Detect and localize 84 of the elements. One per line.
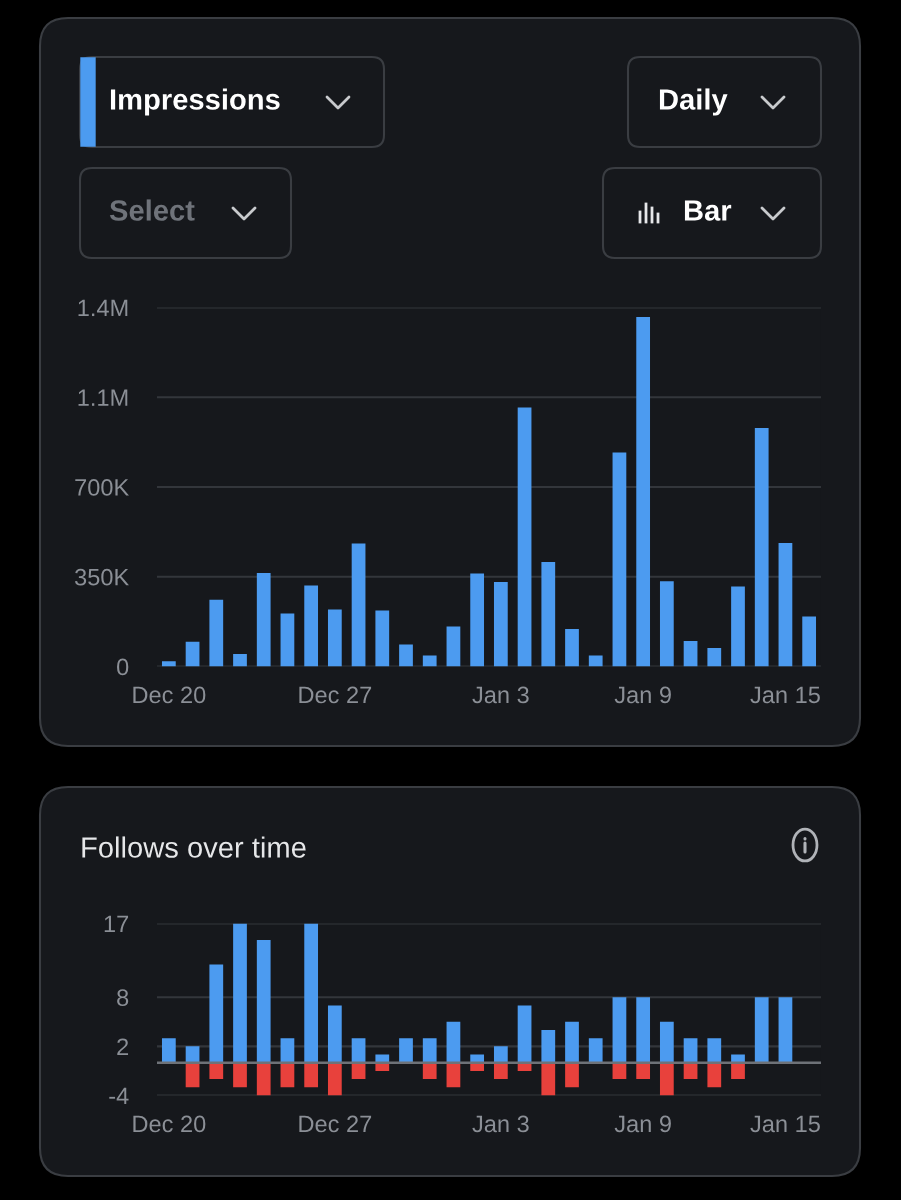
bar	[233, 653, 247, 667]
bar	[304, 1062, 319, 1088]
bar	[683, 641, 698, 667]
bar	[422, 1062, 437, 1080]
bar	[707, 1038, 722, 1063]
bar	[517, 407, 532, 667]
bar	[707, 648, 722, 667]
bar	[731, 1062, 745, 1080]
bar	[707, 1062, 722, 1088]
bar	[565, 629, 579, 667]
bar	[233, 923, 247, 1063]
text: Daily	[659, 88, 728, 116]
bar	[233, 1062, 247, 1088]
bar	[541, 1062, 556, 1096]
bar	[446, 626, 461, 667]
bar	[731, 586, 745, 667]
text: Impressions	[110, 88, 280, 116]
chart-title: Follows over time	[82, 836, 306, 858]
y-tick-label: -4	[109, 1087, 129, 1105]
bar	[636, 997, 651, 1063]
bar	[754, 997, 769, 1063]
bar	[327, 1062, 342, 1096]
x-tick-label: Dec 20	[133, 1115, 206, 1133]
bar	[327, 1005, 342, 1063]
bar	[802, 616, 817, 667]
bar	[778, 997, 793, 1063]
x-tick-label: Jan 3	[472, 1115, 529, 1133]
x-tick-label: Jan 9	[614, 686, 671, 704]
bar	[399, 1038, 413, 1063]
bar	[517, 1005, 532, 1063]
bar	[659, 1021, 674, 1063]
y-tick-label: 350K	[74, 568, 129, 586]
y-tick-label: 700K	[75, 479, 129, 496]
x-tick-label: Jan 15	[750, 686, 820, 704]
bar	[778, 542, 793, 667]
x-tick-label: Jan 9	[614, 1115, 671, 1133]
y-tick-label: 1.4M	[78, 299, 128, 317]
bar	[304, 585, 319, 667]
bar	[470, 573, 485, 667]
bar	[588, 1038, 603, 1063]
bar	[565, 1021, 579, 1063]
bar	[209, 599, 224, 667]
bar	[256, 1062, 271, 1096]
bar	[209, 1062, 224, 1080]
bar	[565, 1062, 579, 1088]
bar	[327, 609, 342, 667]
text: Select	[109, 199, 195, 221]
y-tick-label: 2	[117, 1038, 129, 1055]
bar	[588, 655, 603, 667]
bar	[209, 964, 224, 1063]
bar	[754, 428, 769, 667]
bar	[493, 581, 508, 667]
bar	[636, 1062, 651, 1080]
bar	[161, 661, 176, 667]
bar	[161, 1038, 176, 1063]
x-tick-label: Jan 15	[750, 1115, 820, 1133]
x-tick-label: Dec 20	[133, 686, 206, 704]
bar	[304, 923, 319, 1063]
bar	[659, 581, 674, 667]
bar	[636, 316, 651, 667]
bar	[612, 452, 627, 667]
bar	[659, 1062, 674, 1096]
y-tick-label: 0	[117, 658, 129, 676]
bar	[612, 997, 627, 1063]
bar	[375, 610, 390, 667]
bar	[493, 1062, 508, 1080]
x-tick-label: Dec 27	[299, 1115, 372, 1133]
bar	[280, 613, 295, 667]
bar	[399, 644, 413, 667]
text: Bar	[684, 200, 732, 221]
y-tick-label: 8	[117, 989, 129, 1006]
bar	[446, 1021, 461, 1063]
bar	[351, 543, 366, 667]
bar	[422, 655, 437, 667]
y-tick-label: 17	[104, 915, 129, 933]
bar	[541, 561, 556, 667]
x-tick-label: Jan 3	[472, 686, 529, 704]
bar	[185, 641, 200, 667]
y-tick-label: 1.1M	[78, 389, 128, 406]
bar	[422, 1038, 437, 1063]
bar	[541, 1029, 556, 1063]
x-tick-label: Dec 27	[299, 686, 372, 704]
bar	[256, 939, 271, 1063]
bar	[256, 572, 271, 667]
